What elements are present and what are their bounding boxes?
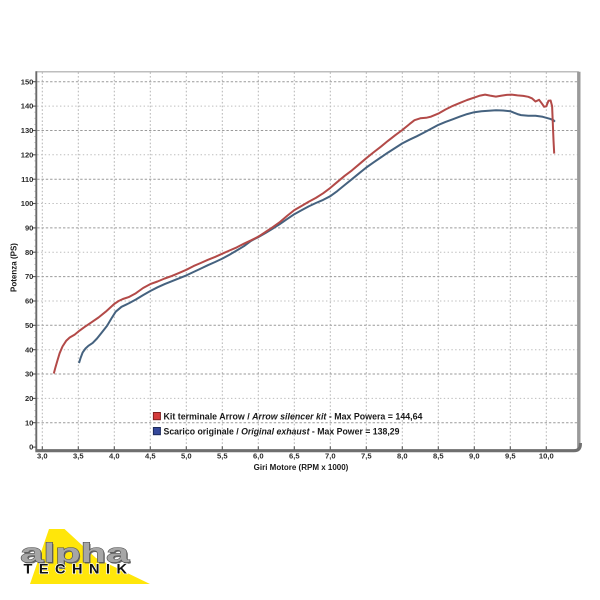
svg-text:8,0: 8,0 [397,452,408,461]
svg-text:5,5: 5,5 [217,452,228,461]
svg-text:9,0: 9,0 [469,452,480,461]
svg-text:alpha: alpha [22,539,133,569]
svg-text:4,0: 4,0 [109,452,120,461]
svg-text:20: 20 [25,394,33,403]
svg-text:50: 50 [25,321,33,330]
svg-text:90: 90 [25,224,33,233]
svg-text:Giri Motore (RPM x 1000): Giri Motore (RPM x 1000) [254,463,349,472]
svg-text:3,0: 3,0 [37,452,48,461]
svg-text:130: 130 [21,126,34,135]
svg-text:0: 0 [29,443,33,452]
svg-text:Scarico originale / Original e: Scarico originale / Original exhaust - M… [164,427,400,437]
svg-text:140: 140 [21,102,34,111]
svg-text:alpha: alpha [20,538,131,568]
svg-text:9,5: 9,5 [505,452,516,461]
svg-text:Kit terminale Arrow / Arrow si: Kit terminale Arrow / Arrow silencer kit… [164,412,423,422]
svg-text:7,5: 7,5 [361,452,372,461]
svg-text:100: 100 [21,199,34,208]
svg-text:150: 150 [21,77,34,86]
svg-text:TECHNIK: TECHNIK [24,562,134,577]
svg-text:30: 30 [25,370,33,379]
svg-text:10,0: 10,0 [539,452,554,461]
svg-text:10: 10 [25,418,33,427]
svg-text:60: 60 [25,297,33,306]
svg-text:110: 110 [21,175,33,184]
svg-text:6,0: 6,0 [253,452,264,461]
svg-text:5,0: 5,0 [181,452,192,461]
svg-text:40: 40 [25,345,33,354]
svg-text:7,0: 7,0 [325,452,336,461]
svg-text:120: 120 [21,150,34,159]
svg-text:8,5: 8,5 [433,452,444,461]
svg-text:4,5: 4,5 [145,452,156,461]
svg-text:Potenza (PS): Potenza (PS) [10,243,19,292]
svg-text:6,5: 6,5 [289,452,300,461]
svg-text:70: 70 [25,272,33,281]
svg-text:80: 80 [25,248,33,257]
svg-text:3,5: 3,5 [73,452,84,461]
